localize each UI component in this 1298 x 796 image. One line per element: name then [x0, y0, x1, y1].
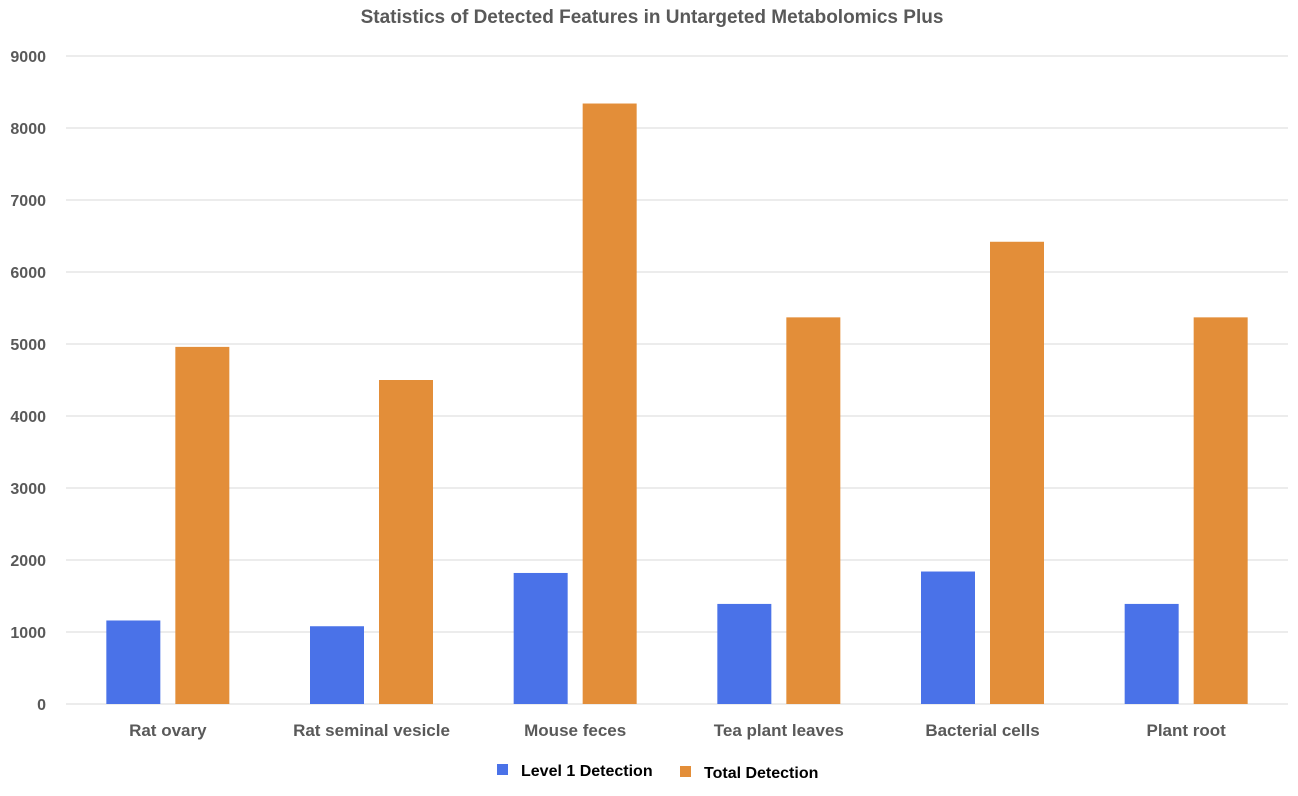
y-tick-label: 5000	[10, 337, 46, 354]
bar-total	[582, 103, 637, 704]
x-category-label: Mouse feces	[524, 721, 626, 740]
y-tick-label: 7000	[10, 193, 46, 210]
legend: Level 1 Detection Total Detection	[497, 763, 818, 782]
y-tick-label: 6000	[10, 265, 46, 282]
y-tick-label: 8000	[10, 121, 46, 138]
bar-level1	[513, 572, 568, 704]
legend-label: Level 1 Detection	[521, 763, 653, 780]
bar-total	[786, 317, 841, 704]
y-tick-label: 3000	[10, 481, 46, 498]
x-category-label: Tea plant leaves	[714, 721, 844, 740]
legend-label: Total Detection	[704, 765, 818, 782]
x-category-label: Rat ovary	[129, 721, 207, 740]
y-tick-label: 0	[37, 697, 46, 714]
bar-total	[990, 241, 1044, 704]
y-tick-label: 4000	[10, 409, 46, 426]
bars	[106, 103, 1248, 704]
x-category-label: Bacterial cells	[925, 721, 1039, 740]
x-axis-labels: Rat ovary Rat seminal vesicle Mouse feces T…	[129, 721, 1226, 740]
bar-total	[175, 346, 230, 704]
bar-total	[1193, 317, 1248, 704]
y-tick-label: 9000	[10, 49, 46, 66]
bar-level1	[310, 626, 364, 704]
legend-swatch	[680, 766, 691, 777]
y-axis-ticks: 0 1000 2000 3000 4000 5000 6000 7000 8000 9000	[10, 49, 46, 714]
x-category-label: Rat seminal vesicle	[293, 721, 450, 740]
x-category-label: Plant root	[1146, 721, 1226, 740]
bar-level1	[1124, 603, 1179, 704]
y-tick-label: 1000	[10, 625, 46, 642]
gridlines	[66, 55, 1288, 705]
bar-level1	[921, 571, 975, 704]
bar-level1	[717, 603, 772, 704]
bar-total	[379, 380, 433, 704]
legend-swatch	[497, 764, 508, 775]
y-tick-label: 2000	[10, 553, 46, 570]
chart-title: Statistics of Detected Features in Untar…	[361, 7, 944, 28]
bar-level1	[106, 620, 161, 704]
